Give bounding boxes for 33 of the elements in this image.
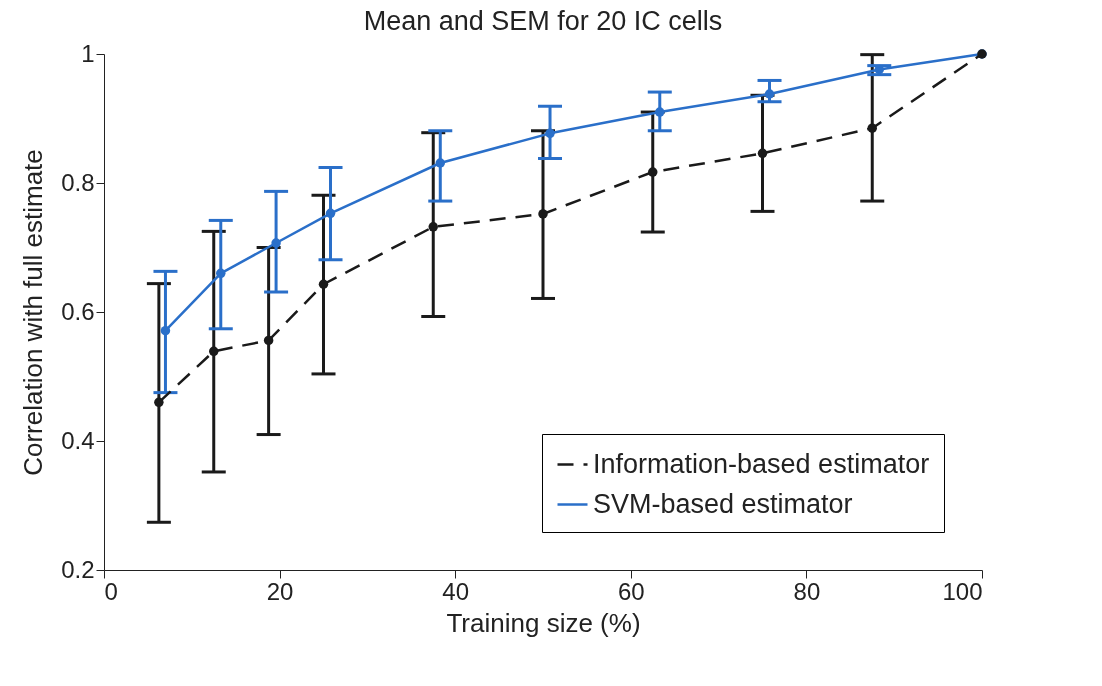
point [318, 279, 329, 289]
point [325, 208, 336, 219]
point [757, 148, 768, 159]
y-tick-label: 0.8 [61, 168, 95, 196]
point [154, 397, 164, 408]
x-tick-label: 40 [442, 577, 470, 605]
point [160, 325, 171, 336]
point [867, 123, 877, 133]
x-tick-label: 60 [617, 577, 645, 605]
y-axis-title: Correlation with full estimate [18, 149, 49, 476]
x-tick-label: 20 [266, 577, 294, 605]
x-tick-label: 0 [104, 577, 118, 605]
x-tick-label: 80 [793, 577, 821, 605]
legend-label: SVM-based estimator [593, 488, 853, 519]
y-tick-label: 0.4 [61, 426, 95, 454]
point [209, 346, 219, 357]
point [764, 89, 775, 99]
y-tick-label: 1 [81, 39, 95, 67]
point [271, 238, 281, 248]
x-axis-title: Training size (%) [446, 607, 641, 638]
point [538, 209, 548, 219]
point [216, 268, 226, 279]
point [263, 335, 274, 346]
point [428, 222, 438, 232]
y-tick-label: 0.6 [61, 297, 95, 325]
y-tick-label: 0.2 [61, 555, 95, 583]
point [648, 167, 658, 177]
legend-label: Information-based estimator [593, 448, 930, 479]
x-tick-label: 100 [942, 577, 983, 605]
point [435, 158, 446, 168]
point [545, 128, 555, 139]
point [655, 107, 665, 117]
chart-title: Mean and SEM for 20 IC cells [363, 6, 723, 36]
